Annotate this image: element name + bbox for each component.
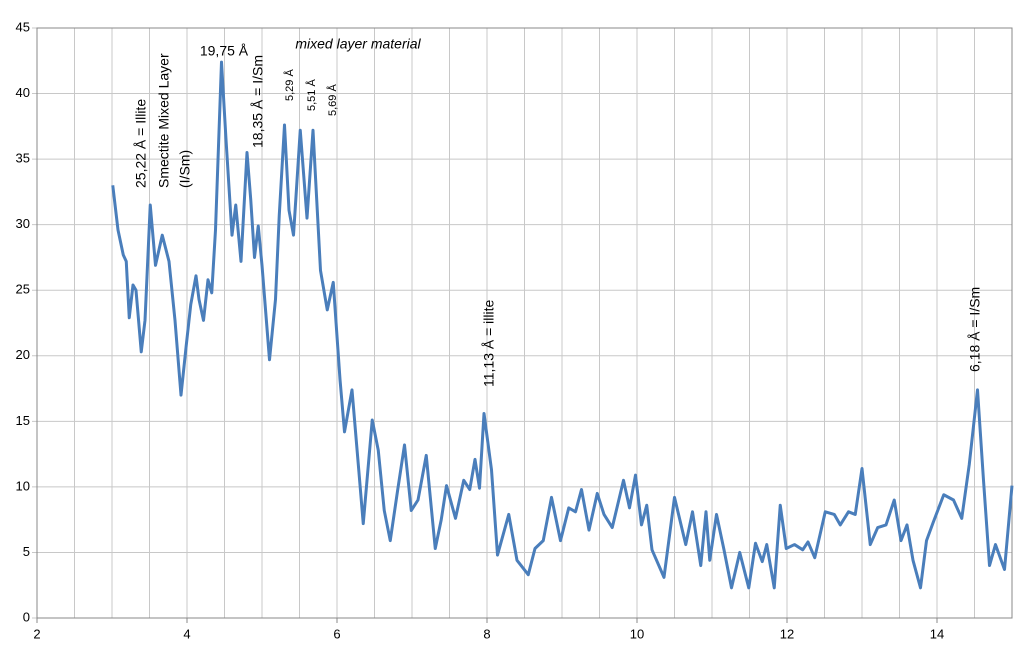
x-tick-label: 14 — [930, 626, 944, 641]
annotation: (I/Sm) — [177, 150, 193, 188]
data-line — [111, 60, 1014, 590]
annotation: 18,35 Å = I/Sm — [250, 55, 266, 148]
y-tick-label: 15 — [16, 413, 30, 428]
annotation: 6,18 Å = I/Sm — [967, 287, 983, 372]
x-tick-label: 4 — [183, 626, 190, 641]
annotation: 5,29 Å — [283, 69, 296, 101]
y-tick-label: 30 — [16, 216, 30, 231]
x-tick-label: 2 — [33, 626, 40, 641]
x-tick-label: 6 — [333, 626, 340, 641]
annotation: Smectite Mixed Layer — [156, 53, 172, 188]
y-tick-label: 0 — [23, 609, 30, 624]
y-tick-label: 45 — [16, 19, 30, 34]
y-tick-label: 35 — [16, 151, 30, 166]
annotation: mixed layer material — [295, 36, 421, 52]
y-tick-label: 10 — [16, 478, 30, 493]
y-tick-label: 20 — [16, 347, 30, 362]
x-tick-label: 10 — [630, 626, 644, 641]
y-tick-label: 40 — [16, 85, 30, 100]
plot-frame — [36, 27, 1013, 619]
annotation: 25,22 Å = Illite — [133, 99, 149, 188]
annotation: 5,69 Å — [326, 84, 339, 116]
annotation: 5,51 Å — [305, 79, 318, 111]
x-tick-label: 8 — [483, 626, 490, 641]
annotation: 19,75 Å — [200, 43, 249, 59]
annotation: 11,13 Å = illite — [481, 299, 497, 387]
y-tick-label: 5 — [23, 544, 30, 559]
y-tick-label: 25 — [16, 282, 30, 297]
x-tick-label: 12 — [780, 626, 794, 641]
